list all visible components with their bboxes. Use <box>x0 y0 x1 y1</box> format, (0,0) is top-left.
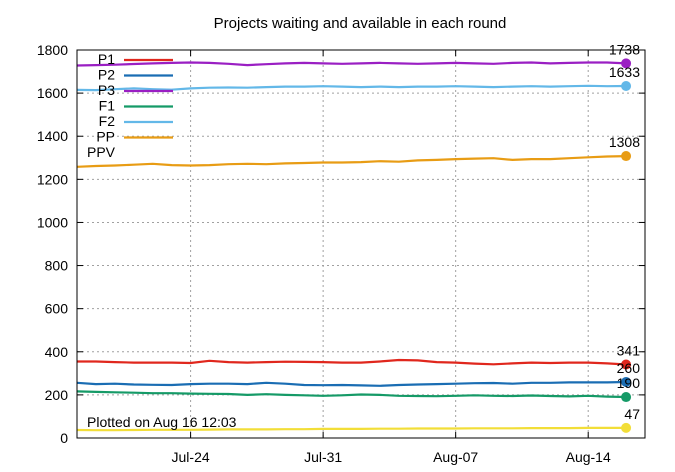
series-line-p1 <box>77 358 627 366</box>
axes: 0 200 400 600 800 1000 1200 1400 1600 1800 Jul-24 J… <box>37 42 646 465</box>
series-lines <box>76 58 632 433</box>
end-point-f2 <box>621 80 632 91</box>
series-line-ppv <box>76 426 627 432</box>
end-point-ppv <box>621 422 632 433</box>
x-tick-label: Aug-14 <box>566 449 611 465</box>
grid <box>77 50 645 438</box>
y-tick-label: 1800 <box>37 42 68 58</box>
legend-label-ppv: PPV <box>87 144 116 160</box>
end-point-p2 <box>621 376 632 387</box>
series-line-pp <box>76 155 627 168</box>
legend-label-p2: P2 <box>98 67 115 83</box>
plotted-on-annotation: Plotted on Aug 16 12:03 <box>87 414 237 430</box>
y-tick-label: 400 <box>45 344 69 360</box>
end-point-f1 <box>621 392 632 403</box>
end-label-p2: 260 <box>617 360 641 376</box>
y-tick-label: 200 <box>45 387 69 403</box>
end-point-pp <box>621 151 632 162</box>
y-tick-label: 600 <box>45 301 69 317</box>
y-tick-label: 1400 <box>37 128 68 144</box>
legend-label-p3: P3 <box>98 82 115 98</box>
legend-label-f1: F1 <box>99 98 116 114</box>
legend-label-p1: P1 <box>98 51 115 67</box>
series-line-p2 <box>76 380 627 387</box>
series-line-f2 <box>76 84 627 92</box>
legend-label-f2: F2 <box>99 113 116 129</box>
y-tick-label: 1200 <box>37 171 68 187</box>
plot-frame <box>76 49 646 439</box>
x-tick-label: Jul-24 <box>172 449 210 465</box>
end-label-f2: 1633 <box>609 64 640 80</box>
end-labels: 341 260 1738 190 1633 1308 47 <box>609 41 640 422</box>
end-label-p1: 341 <box>617 342 641 358</box>
end-label-ppv: 47 <box>624 406 640 422</box>
legend-label-pp: PP <box>96 129 115 145</box>
series-line-f1 <box>76 390 627 399</box>
end-label-p3: 1738 <box>609 41 640 57</box>
x-tick-label: Jul-31 <box>304 449 342 465</box>
end-point-p3 <box>621 58 632 69</box>
y-tick-label: 800 <box>45 258 69 274</box>
chart-title: Projects waiting and available in each r… <box>214 15 507 32</box>
y-tick-label: 1000 <box>37 214 68 230</box>
y-tick-label: 1600 <box>37 85 68 101</box>
end-label-f1: 190 <box>617 375 641 391</box>
end-point-p1 <box>621 359 632 370</box>
x-tick-label: Aug-07 <box>433 449 478 465</box>
end-label-pp: 1308 <box>609 134 640 150</box>
y-tick-label: 0 <box>60 430 68 446</box>
series-line-p3 <box>76 61 627 67</box>
